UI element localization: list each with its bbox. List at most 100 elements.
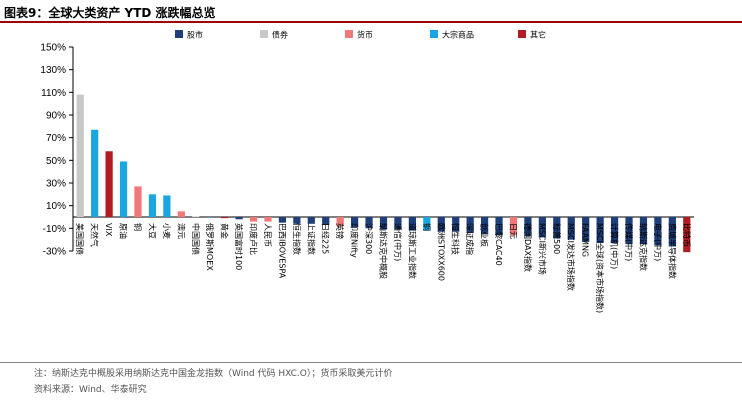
- bar: [668, 217, 676, 247]
- category-label: 英国富时100: [234, 223, 244, 270]
- y-tick-label: 50%: [46, 156, 66, 167]
- category-label: 铜: [133, 223, 143, 231]
- legend-swatch: [345, 30, 353, 38]
- legend-swatch: [518, 30, 526, 38]
- bar: [437, 217, 445, 232]
- category-label: 日元: [508, 223, 517, 239]
- bar: [509, 217, 518, 236]
- category-label: 黄金: [220, 223, 230, 239]
- bar: [423, 217, 431, 231]
- bar: [408, 217, 416, 231]
- bar: [206, 217, 214, 218]
- legend-swatch: [175, 30, 183, 38]
- bar: [683, 217, 691, 253]
- category-label: 深证成指: [465, 223, 475, 255]
- category-label: MSCI发达市场指数: [566, 223, 576, 291]
- bar: [134, 186, 142, 217]
- y-tick-label: -30%: [43, 247, 66, 258]
- category-label: 上证指数: [306, 223, 316, 255]
- category-label: 中国国债: [191, 223, 201, 255]
- y-tick-label: 110%: [41, 88, 66, 99]
- category-label: 传媒(中万): [624, 223, 634, 261]
- category-label: 德国DAX指数: [523, 223, 533, 272]
- category-label: 计算机(中万): [610, 223, 620, 269]
- category-label: 巴黎CAC40: [494, 223, 504, 266]
- category-label: 费城半导体指数: [667, 223, 677, 279]
- category-label: 通信(中万): [393, 223, 403, 261]
- bar: [235, 217, 243, 220]
- bar: [322, 217, 330, 225]
- bar: [582, 217, 590, 242]
- bar: [336, 217, 344, 227]
- category-label: 标普500: [552, 223, 562, 254]
- figure-title: 图表9：全球大类资产 YTD 涨跌幅总览: [4, 6, 216, 20]
- category-label: 创业板: [480, 223, 490, 247]
- legend-label: 股市: [187, 30, 203, 40]
- bar: [278, 217, 287, 223]
- legend-label: 其它: [530, 30, 546, 40]
- category-label: 英镑: [335, 223, 345, 239]
- bar: [553, 217, 561, 239]
- bar: [351, 217, 359, 228]
- category-label: 铜: [422, 223, 432, 231]
- category-label: 纳斯达克中概股: [379, 223, 389, 279]
- y-tick-label: -10%: [43, 224, 66, 235]
- category-label: 欧洲STOXX600: [436, 223, 446, 281]
- bar: [466, 217, 474, 233]
- category-label: 比特币: [682, 223, 692, 247]
- bar: [76, 94, 84, 217]
- legend-label: 债券: [272, 30, 288, 40]
- legend-label: 大宗商品: [442, 30, 474, 40]
- bar: [495, 217, 503, 236]
- category-label: MSCI全球(资本市场指数): [595, 223, 605, 313]
- bar: [91, 129, 99, 217]
- category-label: 恒生科技: [451, 223, 461, 255]
- bar: [596, 217, 604, 244]
- legend-label: 货币: [357, 30, 373, 40]
- category-label: 天然气: [90, 223, 100, 247]
- bar: [307, 217, 315, 224]
- bar: [610, 217, 619, 244]
- category-label: 恒生指数: [292, 223, 302, 255]
- category-label: FAAMNG: [581, 223, 590, 257]
- category-label: 俄罗斯MOEX: [205, 223, 215, 271]
- bar: [192, 216, 200, 218]
- category-label: 纳斯达克指数: [638, 223, 648, 271]
- bar: [293, 217, 301, 224]
- bar: [394, 217, 402, 230]
- bar: [365, 217, 373, 229]
- category-label: 沪深300: [364, 223, 374, 254]
- bottom-rule: [0, 362, 742, 363]
- category-label: 印度Nifty: [350, 223, 360, 258]
- bar: [654, 217, 662, 246]
- legend-swatch: [430, 30, 438, 38]
- bar: [177, 211, 185, 217]
- bar: [639, 217, 648, 245]
- bar: [148, 194, 157, 217]
- category-label: 人民币: [263, 223, 272, 247]
- category-label: 日经225: [321, 223, 331, 254]
- y-tick-label: 150%: [40, 43, 66, 54]
- y-tick-label: 30%: [46, 179, 66, 190]
- bar: [119, 161, 128, 217]
- source-note: 资料来源：Wind、华泰研究: [34, 385, 147, 395]
- category-label: 电子(中万): [653, 223, 663, 261]
- bar: [480, 217, 489, 234]
- category-label: 巴西IBOVESPA: [277, 223, 286, 279]
- category-label: 小麦: [162, 223, 172, 239]
- category-label: 印度卢比: [249, 223, 259, 255]
- bar: [567, 217, 575, 240]
- legend-swatch: [260, 30, 268, 38]
- bar: [538, 217, 546, 238]
- category-label: VIX: [104, 223, 113, 237]
- bar: [452, 217, 460, 232]
- category-label: 原油: [119, 223, 129, 239]
- y-tick-label: 70%: [46, 133, 66, 144]
- bar: [524, 217, 532, 237]
- y-tick-label: 10%: [46, 201, 66, 212]
- bar: [163, 195, 171, 217]
- footnote: 注：纳斯达克中概股采用纳斯达克中国金龙指数（Wind 代码 HXC.O）；货币采…: [34, 369, 393, 379]
- bar: [221, 217, 229, 219]
- bar: [625, 217, 633, 245]
- category-label: 道琼斯工业指数: [407, 223, 417, 279]
